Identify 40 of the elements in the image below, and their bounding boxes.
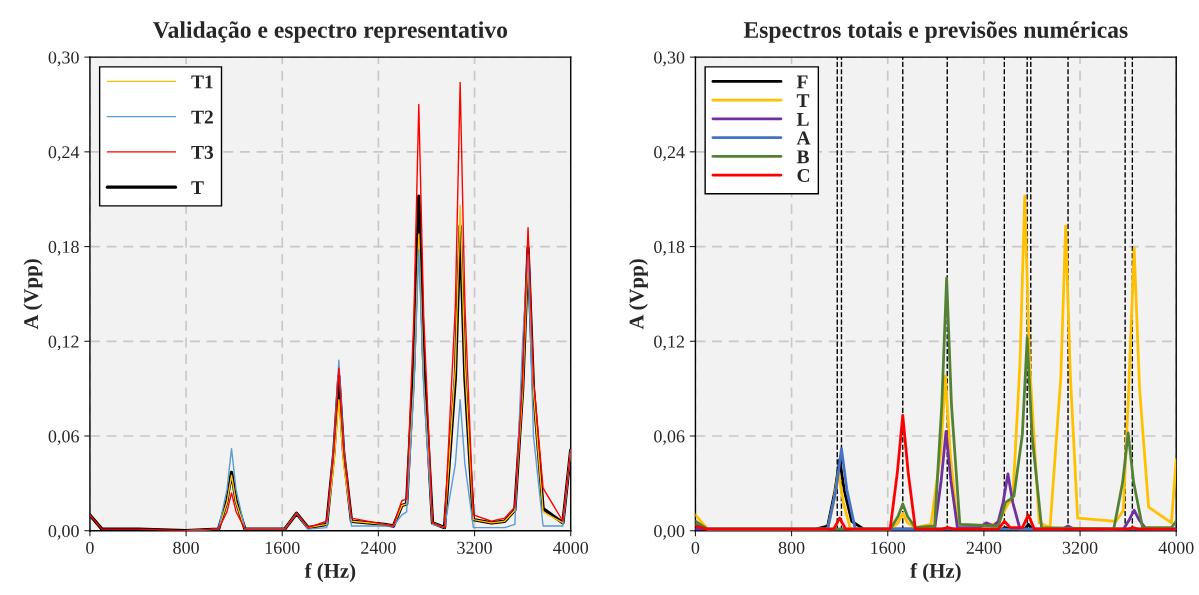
legend-label: L (796, 112, 809, 126)
y-tick-label: 0,18 (48, 240, 79, 256)
y-tick-label: 0,12 (654, 335, 685, 351)
x-tick-label: 2400 (966, 541, 1002, 554)
y-tick-label: 0,24 (48, 146, 80, 161)
y-tick-label: 0,00 (48, 525, 79, 540)
x-tick-label: 3200 (1062, 541, 1098, 554)
x-tick-label: 2400 (361, 541, 396, 554)
legend-label: B (796, 150, 809, 164)
x-tick-label: 800 (778, 541, 805, 554)
x-axis-title: f (Hz) (910, 563, 961, 583)
y-tick-label: 0,30 (48, 51, 79, 67)
chart-title: Espectros totais e previsões numéricas (743, 21, 1128, 43)
y-tick-label: 0,06 (48, 430, 79, 446)
legend-label: T3 (191, 145, 214, 159)
legend-label: C (797, 168, 810, 183)
x-tick-label: 3200 (457, 541, 492, 554)
x-tick-label: 4000 (553, 541, 589, 554)
y-tick-label: 0,06 (654, 430, 685, 446)
chart-title: Validação e espectro representativo (152, 21, 508, 43)
legend-label: T (191, 181, 204, 194)
legend-label: T1 (191, 75, 213, 89)
x-tick-label: 0 (86, 541, 94, 554)
legend-label: T (796, 94, 810, 107)
legend-label: A (796, 131, 811, 145)
y-axis-title: A (Vpp) (23, 259, 43, 330)
x-tick-label: 800 (173, 541, 199, 554)
y-tick-label: 0,30 (654, 51, 685, 67)
legend-label: F (796, 75, 808, 89)
x-tick-label: 1600 (265, 541, 300, 554)
y-tick-label: 0,18 (654, 240, 685, 256)
legend-label: T2 (191, 110, 213, 124)
y-tick-label: 0,12 (48, 335, 79, 351)
x-tick-label: 4000 (1158, 541, 1194, 554)
y-axis-title: A (Vpp) (628, 259, 648, 330)
x-axis-title: f (Hz) (304, 563, 356, 583)
y-tick-label: 0,24 (654, 146, 685, 161)
x-tick-label: 0 (691, 541, 700, 554)
x-tick-label: 1600 (871, 541, 906, 554)
y-tick-label: 0,00 (654, 525, 685, 540)
